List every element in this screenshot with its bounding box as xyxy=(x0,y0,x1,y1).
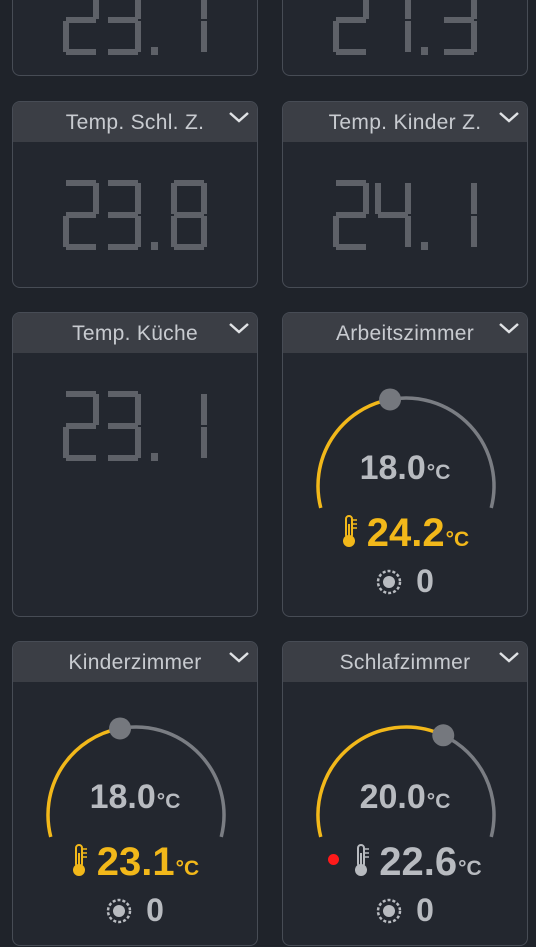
card-title: Temp. Schl. Z. xyxy=(65,111,205,134)
card-header[interactable]: Schlafzimmer xyxy=(283,642,527,682)
unit-label: °C xyxy=(426,790,451,813)
kinderzimmer-card: Kinderzimmer 18.0°C 23.1 °C 0 xyxy=(12,641,258,946)
lcd-digit xyxy=(63,180,99,250)
lcd-display xyxy=(283,0,527,55)
thermostat-gauge[interactable] xyxy=(283,313,528,617)
valve-position: 0 xyxy=(13,892,257,929)
thermometer-icon xyxy=(355,844,370,876)
unit-label: °C xyxy=(175,857,200,880)
lcd-digit xyxy=(333,0,369,55)
valve-icon xyxy=(106,898,132,923)
valve-position: 0 xyxy=(283,563,527,600)
chevron-down-icon[interactable] xyxy=(498,650,520,664)
lcd-decimal-point xyxy=(151,47,158,55)
lcd-digit xyxy=(471,183,477,247)
lcd-decimal-point xyxy=(151,453,158,461)
card-title: Schlafzimmer xyxy=(339,651,471,674)
temp-schl-card: Temp. Schl. Z. xyxy=(12,101,258,288)
actual-temperature: 22.6 °C xyxy=(283,840,527,885)
card-header[interactable]: Arbeitszimmer xyxy=(283,313,527,353)
lcd-card-top-right xyxy=(282,0,528,76)
lcd-decimal-point xyxy=(421,47,428,55)
lcd-display xyxy=(283,180,527,250)
valve-position: 0 xyxy=(283,892,527,929)
card-title: Temp. Küche xyxy=(72,322,198,345)
valve-icon xyxy=(376,898,402,923)
actual-temperature: 24.2 °C xyxy=(283,511,527,556)
chevron-down-icon[interactable] xyxy=(228,110,250,124)
lcd-digit xyxy=(171,180,207,250)
gauge-knob xyxy=(432,724,455,747)
unit-label: °C xyxy=(156,790,181,813)
lcd-digit xyxy=(63,391,99,461)
thermometer-icon xyxy=(72,844,87,876)
lcd-display xyxy=(13,180,257,250)
card-header[interactable]: Kinderzimmer xyxy=(13,642,257,682)
lcd-digit xyxy=(444,0,477,55)
lcd-digit xyxy=(108,180,141,250)
card-header[interactable]: Temp. Schl. Z. xyxy=(13,102,257,142)
thermometer-icon xyxy=(342,515,357,547)
chevron-down-icon[interactable] xyxy=(228,650,250,664)
gauge-knob xyxy=(109,717,132,740)
unit-label: °C xyxy=(445,528,470,551)
actual-temperature: 23.1 °C xyxy=(13,840,257,885)
gauge-knob xyxy=(379,388,402,411)
card-header[interactable]: Temp. Kinder Z. xyxy=(283,102,527,142)
thermostat-gauge[interactable] xyxy=(13,642,258,946)
lcd-digit xyxy=(108,0,141,55)
schlafzimmer-card: Schlafzimmer 20.0°C 22.6 °C 0 xyxy=(282,641,528,946)
lcd-digit xyxy=(333,180,369,250)
lcd-digit xyxy=(201,0,207,52)
gauge-arc-active xyxy=(316,397,391,509)
lcd-display xyxy=(13,0,257,55)
lcd-digit xyxy=(108,391,141,461)
lcd-decimal-point xyxy=(421,242,428,250)
lcd-digit xyxy=(375,183,411,247)
chevron-down-icon[interactable] xyxy=(498,321,520,335)
alarm-indicator xyxy=(328,854,340,865)
setpoint-value: 18.0°C xyxy=(89,778,181,816)
temp-kinder-card: Temp. Kinder Z. xyxy=(282,101,528,288)
gauge-arc-active xyxy=(46,726,121,838)
unit-label: °C xyxy=(458,857,482,880)
lcd-digit xyxy=(63,0,99,55)
gauge-arc-active xyxy=(316,725,445,838)
chevron-down-icon[interactable] xyxy=(228,321,250,335)
lcd-display xyxy=(13,391,257,461)
gauge-arc-track xyxy=(119,725,226,838)
lcd-decimal-point xyxy=(151,242,158,250)
gauge-arc-track xyxy=(389,396,496,509)
card-header[interactable]: Temp. Küche xyxy=(13,313,257,353)
arbeitszimmer-card: Arbeitszimmer 18.0°C 24.2 °C 0 xyxy=(282,312,528,617)
card-title: Arbeitszimmer xyxy=(335,322,475,345)
setpoint-value: 18.0°C xyxy=(359,449,451,487)
lcd-digit xyxy=(201,394,207,458)
card-title: Temp. Kinder Z. xyxy=(328,111,482,134)
lcd-card-top-left xyxy=(12,0,258,76)
valve-icon xyxy=(376,569,402,594)
unit-label: °C xyxy=(426,461,451,484)
temp-kueche-card: Temp. Küche xyxy=(12,312,258,617)
card-title: Kinderzimmer xyxy=(68,651,202,674)
lcd-digit xyxy=(405,0,411,52)
gauge-arc-track xyxy=(442,733,496,838)
setpoint-value: 20.0°C xyxy=(359,778,451,816)
chevron-down-icon[interactable] xyxy=(498,110,520,124)
thermostat-gauge[interactable] xyxy=(283,642,528,946)
